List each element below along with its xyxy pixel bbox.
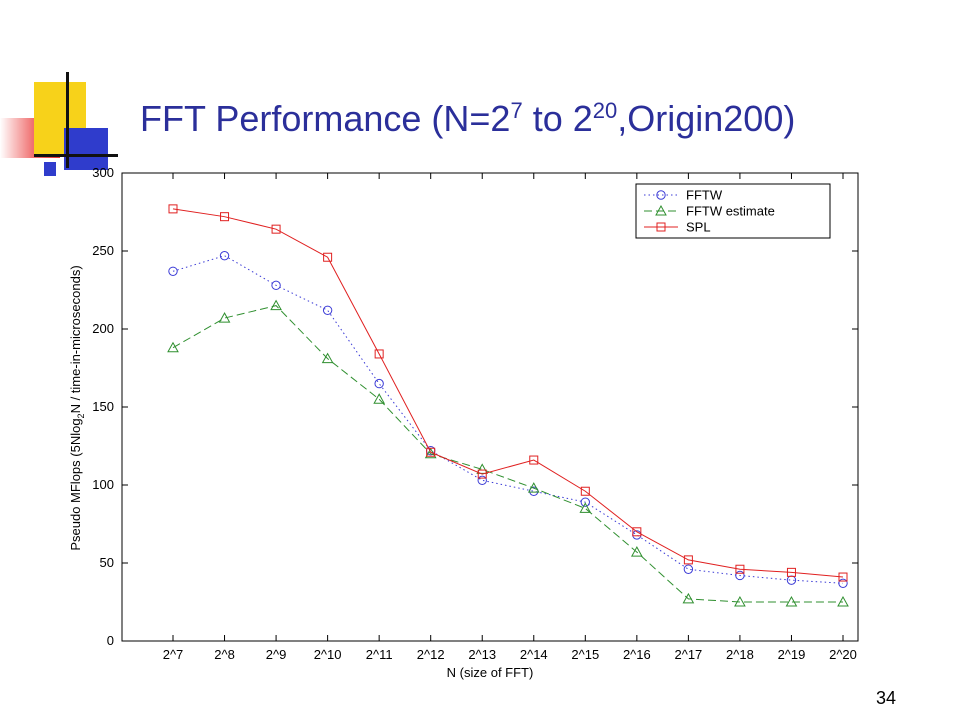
y-axis-label-subscript: 2: [76, 413, 86, 418]
title-suffix: ,Origin200): [617, 98, 796, 139]
data-point-fftw-estimate: [527, 482, 540, 493]
data-point-spl: [168, 204, 178, 214]
data-point-spl: [271, 224, 281, 234]
x-tick-label: 2^20: [829, 647, 857, 662]
data-point-fftw: [374, 378, 384, 389]
data-point-fftw-estimate: [837, 595, 849, 607]
series-line-spl: [172, 208, 844, 578]
data-point-spl: [426, 447, 436, 457]
data-point-spl: [838, 572, 848, 582]
data-point-fftw: [838, 578, 848, 588]
y-tick-label: 100: [92, 477, 114, 492]
title-exponent-start: 7: [510, 98, 523, 123]
data-point-spl: [580, 486, 590, 496]
data-point-spl: [477, 469, 487, 479]
data-point-fftw-estimate: [476, 463, 489, 474]
x-tick-label: 2^17: [674, 647, 702, 662]
x-axis-label: N (size of FFT): [447, 665, 534, 680]
legend-marker-fftw: [656, 190, 666, 200]
data-point-fftw: [580, 497, 591, 507]
data-point-spl: [529, 455, 539, 465]
data-point-fftw-estimate: [373, 393, 386, 404]
data-point-fftw-estimate: [321, 352, 334, 364]
data-point-fftw-estimate: [270, 299, 282, 311]
data-point-fftw: [322, 305, 333, 315]
x-tick-label: 2^15: [571, 647, 599, 662]
data-point-spl: [735, 564, 745, 574]
data-point-spl: [220, 212, 230, 222]
decorative-vertical-line: [66, 72, 69, 168]
y-axis-label: Pseudo MFlops (5Nlog2N / time-in-microse…: [68, 265, 86, 550]
decorative-horizontal-line: [34, 154, 118, 157]
legend-label-fftw: FFTW: [686, 188, 723, 203]
data-point-fftw: [168, 266, 178, 276]
y-tick-label: 50: [100, 555, 114, 570]
data-point-fftw-estimate: [167, 341, 179, 353]
y-tick-label: 150: [92, 399, 114, 414]
legend-marker-fftw-estimate: [655, 204, 667, 216]
data-point-fftw-estimate: [218, 312, 231, 323]
decorative-blue-square: [44, 162, 56, 176]
data-point-fftw-estimate: [682, 592, 695, 604]
y-axis-label-rest: N / time-in-microseconds): [68, 265, 83, 413]
slide-title: FFT Performance (N=27 to 220,Origin200): [140, 98, 795, 140]
title-exponent-end: 20: [592, 98, 618, 123]
y-axis-label-main: Pseudo MFlops (5Nlog: [68, 418, 83, 550]
data-point-fftw: [735, 570, 745, 581]
data-point-fftw: [219, 250, 230, 261]
title-prefix: FFT Performance (N=2: [140, 98, 511, 139]
axes: 0 50 100 150 200 250 300 2^7 2^8 2^9 2^10 2^11 2^12 2…: [92, 165, 859, 662]
data-point-spl: [786, 567, 796, 577]
x-tick-label: 2^7: [163, 647, 184, 662]
data-point-spl: [374, 349, 384, 359]
data-point-fftw-estimate: [630, 546, 643, 557]
data-point-fftw-estimate: [579, 502, 592, 513]
series-group: [167, 204, 849, 607]
data-point-fftw-estimate: [734, 595, 746, 607]
data-point-fftw-estimate: [785, 595, 798, 607]
y-tick-label: 300: [92, 165, 114, 180]
data-point-spl: [323, 252, 333, 262]
y-tick-label: 200: [92, 321, 114, 336]
page-number: 34: [876, 688, 897, 708]
x-tick-label: 2^18: [726, 647, 754, 662]
y-tick-label: 0: [107, 633, 114, 648]
title-middle: to 2: [522, 98, 593, 139]
series-fftw: [168, 250, 848, 588]
data-point-fftw: [477, 475, 487, 486]
x-tick-label: 2^9: [266, 647, 287, 662]
x-tick-label: 2^8: [214, 647, 235, 662]
data-point-fftw: [271, 280, 281, 291]
x-tick-label: 2^13: [468, 647, 496, 662]
data-point-spl: [632, 527, 642, 537]
x-tick-label: 2^11: [366, 647, 393, 662]
x-tick-label: 2^19: [778, 647, 806, 662]
decorative-blue-block: [64, 128, 108, 170]
x-tick-label: 2^12: [417, 647, 445, 662]
legend-marker-spl: [656, 222, 666, 232]
x-tick-label: 2^16: [623, 647, 651, 662]
x-tick-label: 2^14: [520, 647, 548, 662]
y-tick-label: 250: [92, 243, 114, 258]
data-point-fftw: [683, 564, 694, 574]
series-fftw-estimate: [167, 299, 849, 607]
legend-label-spl: SPL: [686, 220, 711, 235]
series-line-fftw-estimate: [172, 305, 843, 603]
legend-label-fftw-estimate: FFTW estimate: [686, 204, 775, 219]
x-tick-label: 2^10: [314, 647, 342, 662]
series-line-fftw: [172, 255, 844, 584]
series-spl: [168, 204, 848, 582]
plot-frame: [121, 172, 859, 642]
data-point-spl: [683, 555, 693, 565]
